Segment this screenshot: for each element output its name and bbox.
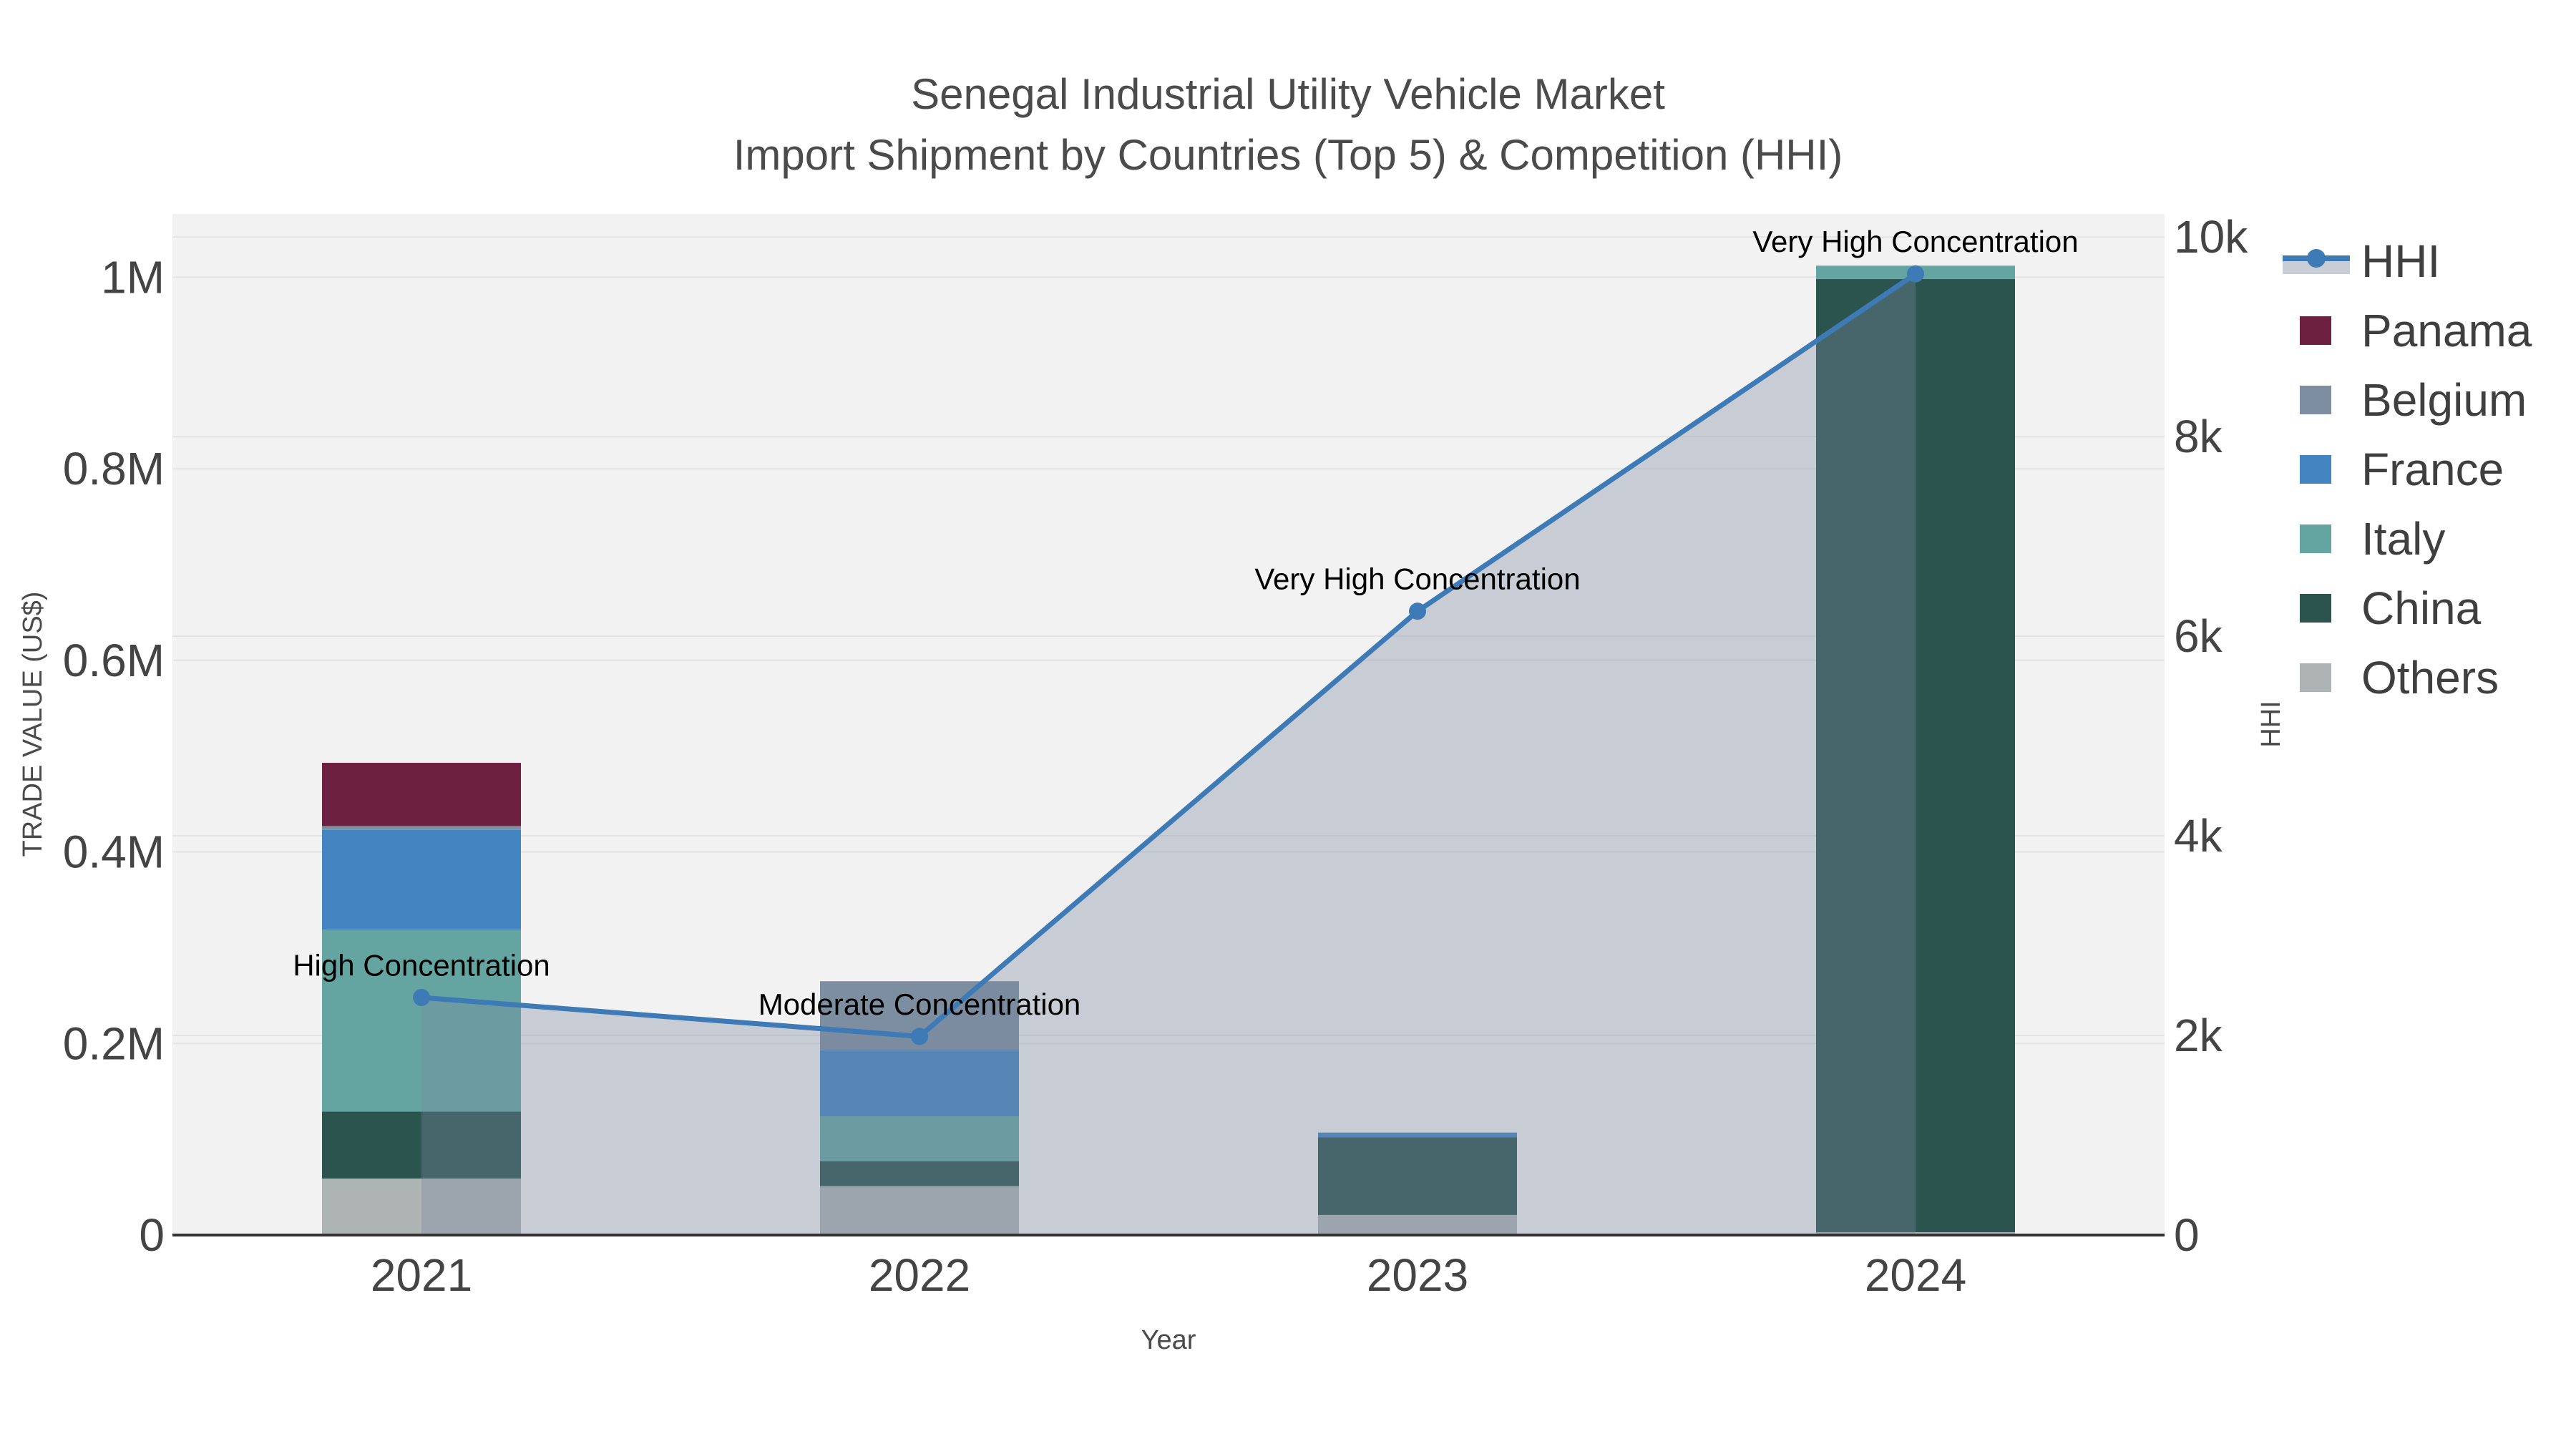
legend-item-panama[interactable]: Panama [2300, 305, 2532, 356]
x-tick-2021: 2021 [371, 1249, 472, 1301]
bar-segment-china-2021[interactable] [322, 1111, 521, 1179]
bar-segment-china-2023[interactable] [1318, 1137, 1517, 1215]
legend: HHI Panama Belgium France Italy China Others [2283, 235, 2532, 703]
y-left-axis-title: TRADE VALUE (US$) [18, 592, 48, 857]
y-left-tick-labels: 0 0.2M 0.4M 0.6M 0.8M 1M [63, 251, 165, 1261]
y-left-tick-1M: 1M [101, 251, 165, 303]
bar-segment-others-2024[interactable] [1816, 1231, 2015, 1235]
y-right-tick-labels: 0 2k 4k 6k 8k 10k [2174, 211, 2248, 1261]
bar-segment-france-2021[interactable] [322, 829, 521, 930]
hhi-markers-group [413, 265, 1924, 1045]
hhi-marker-2021[interactable] [413, 989, 430, 1007]
legend-label-france: France [2361, 444, 2504, 495]
legend-label-hhi: HHI [2361, 235, 2440, 287]
hhi-marker-2023[interactable] [1409, 602, 1426, 620]
x-axis-title: Year [1141, 1325, 1196, 1355]
bar-segment-china-2022[interactable] [820, 1161, 1019, 1186]
legend-swatch-belgium [2300, 386, 2331, 414]
y-right-tick-8k: 8k [2174, 411, 2223, 462]
y-left-tick-0.6M: 0.6M [63, 635, 165, 686]
legend-label-belgium: Belgium [2361, 374, 2527, 426]
bar-segment-others-2023[interactable] [1318, 1214, 1517, 1235]
legend-label-italy: Italy [2361, 513, 2445, 565]
annotation-2024: Very High Concentration [1752, 225, 2078, 258]
chart-title-line1: Senegal Industrial Utility Vehicle Marke… [911, 70, 1665, 118]
legend-item-france[interactable]: France [2300, 444, 2504, 495]
y-right-axis-title: HHI [2256, 701, 2286, 747]
bar-segment-china-2024[interactable] [1816, 279, 2015, 1232]
legend-item-hhi[interactable]: HHI [2283, 235, 2440, 287]
bar-segment-others-2021[interactable] [322, 1179, 521, 1235]
annotations-group: High Concentration Moderate Concentration… [293, 225, 2078, 1021]
hhi-marker-2022[interactable] [911, 1028, 928, 1045]
y-right-tick-6k: 6k [2174, 610, 2223, 662]
legend-label-panama: Panama [2361, 305, 2532, 356]
legend-swatch-panama [2300, 316, 2331, 345]
y-left-tick-0.2M: 0.2M [63, 1018, 165, 1069]
bar-series-group [322, 265, 2015, 1235]
legend-item-italy[interactable]: Italy [2300, 513, 2445, 565]
annotation-2021: High Concentration [293, 949, 550, 982]
x-tick-labels: 2021 2022 2023 2024 [371, 1249, 1966, 1301]
annotation-2022: Moderate Concentration [758, 987, 1081, 1021]
x-tick-2023: 2023 [1367, 1249, 1468, 1301]
bar-segment-belgium-2021[interactable] [322, 826, 521, 830]
hhi-area-fill [421, 273, 1916, 1235]
y-right-tick-2k: 2k [2174, 1010, 2223, 1061]
legend-swatch-italy [2300, 525, 2331, 553]
bar-segment-panama-2021[interactable] [322, 763, 521, 826]
x-tick-2022: 2022 [869, 1249, 970, 1301]
bar-segment-italy-2022[interactable] [820, 1116, 1019, 1161]
chart-title-line2: Import Shipment by Countries (Top 5) & C… [733, 131, 1843, 179]
x-tick-2024: 2024 [1865, 1249, 1966, 1301]
legend-label-china: China [2361, 582, 2482, 634]
legend-item-others[interactable]: Others [2300, 652, 2499, 703]
legend-swatch-others [2300, 663, 2331, 692]
legend-swatch-france [2300, 455, 2331, 484]
y-left-tick-0.4M: 0.4M [63, 826, 165, 878]
annotation-2023: Very High Concentration [1254, 562, 1580, 596]
y-right-tick-10k: 10k [2174, 211, 2248, 263]
y-right-tick-0: 0 [2174, 1209, 2200, 1261]
legend-swatch-china [2300, 594, 2331, 623]
bar-segment-others-2022[interactable] [820, 1186, 1019, 1235]
hhi-line [421, 271, 1917, 1040]
hhi-marker-2024[interactable] [1907, 265, 1924, 283]
legend-item-belgium[interactable]: Belgium [2300, 374, 2527, 426]
bar-segment-italy-2021[interactable] [322, 929, 521, 1112]
y-right-tick-4k: 4k [2174, 810, 2223, 862]
bar-segment-france-2022[interactable] [820, 1050, 1019, 1117]
y-left-tick-0.8M: 0.8M [63, 443, 165, 494]
legend-label-others: Others [2361, 652, 2499, 703]
bar-segment-france-2023[interactable] [1318, 1132, 1517, 1138]
legend-item-china[interactable]: China [2300, 582, 2482, 634]
hhi-legend-marker-icon [2307, 249, 2326, 268]
y-left-tick-0: 0 [139, 1209, 165, 1261]
